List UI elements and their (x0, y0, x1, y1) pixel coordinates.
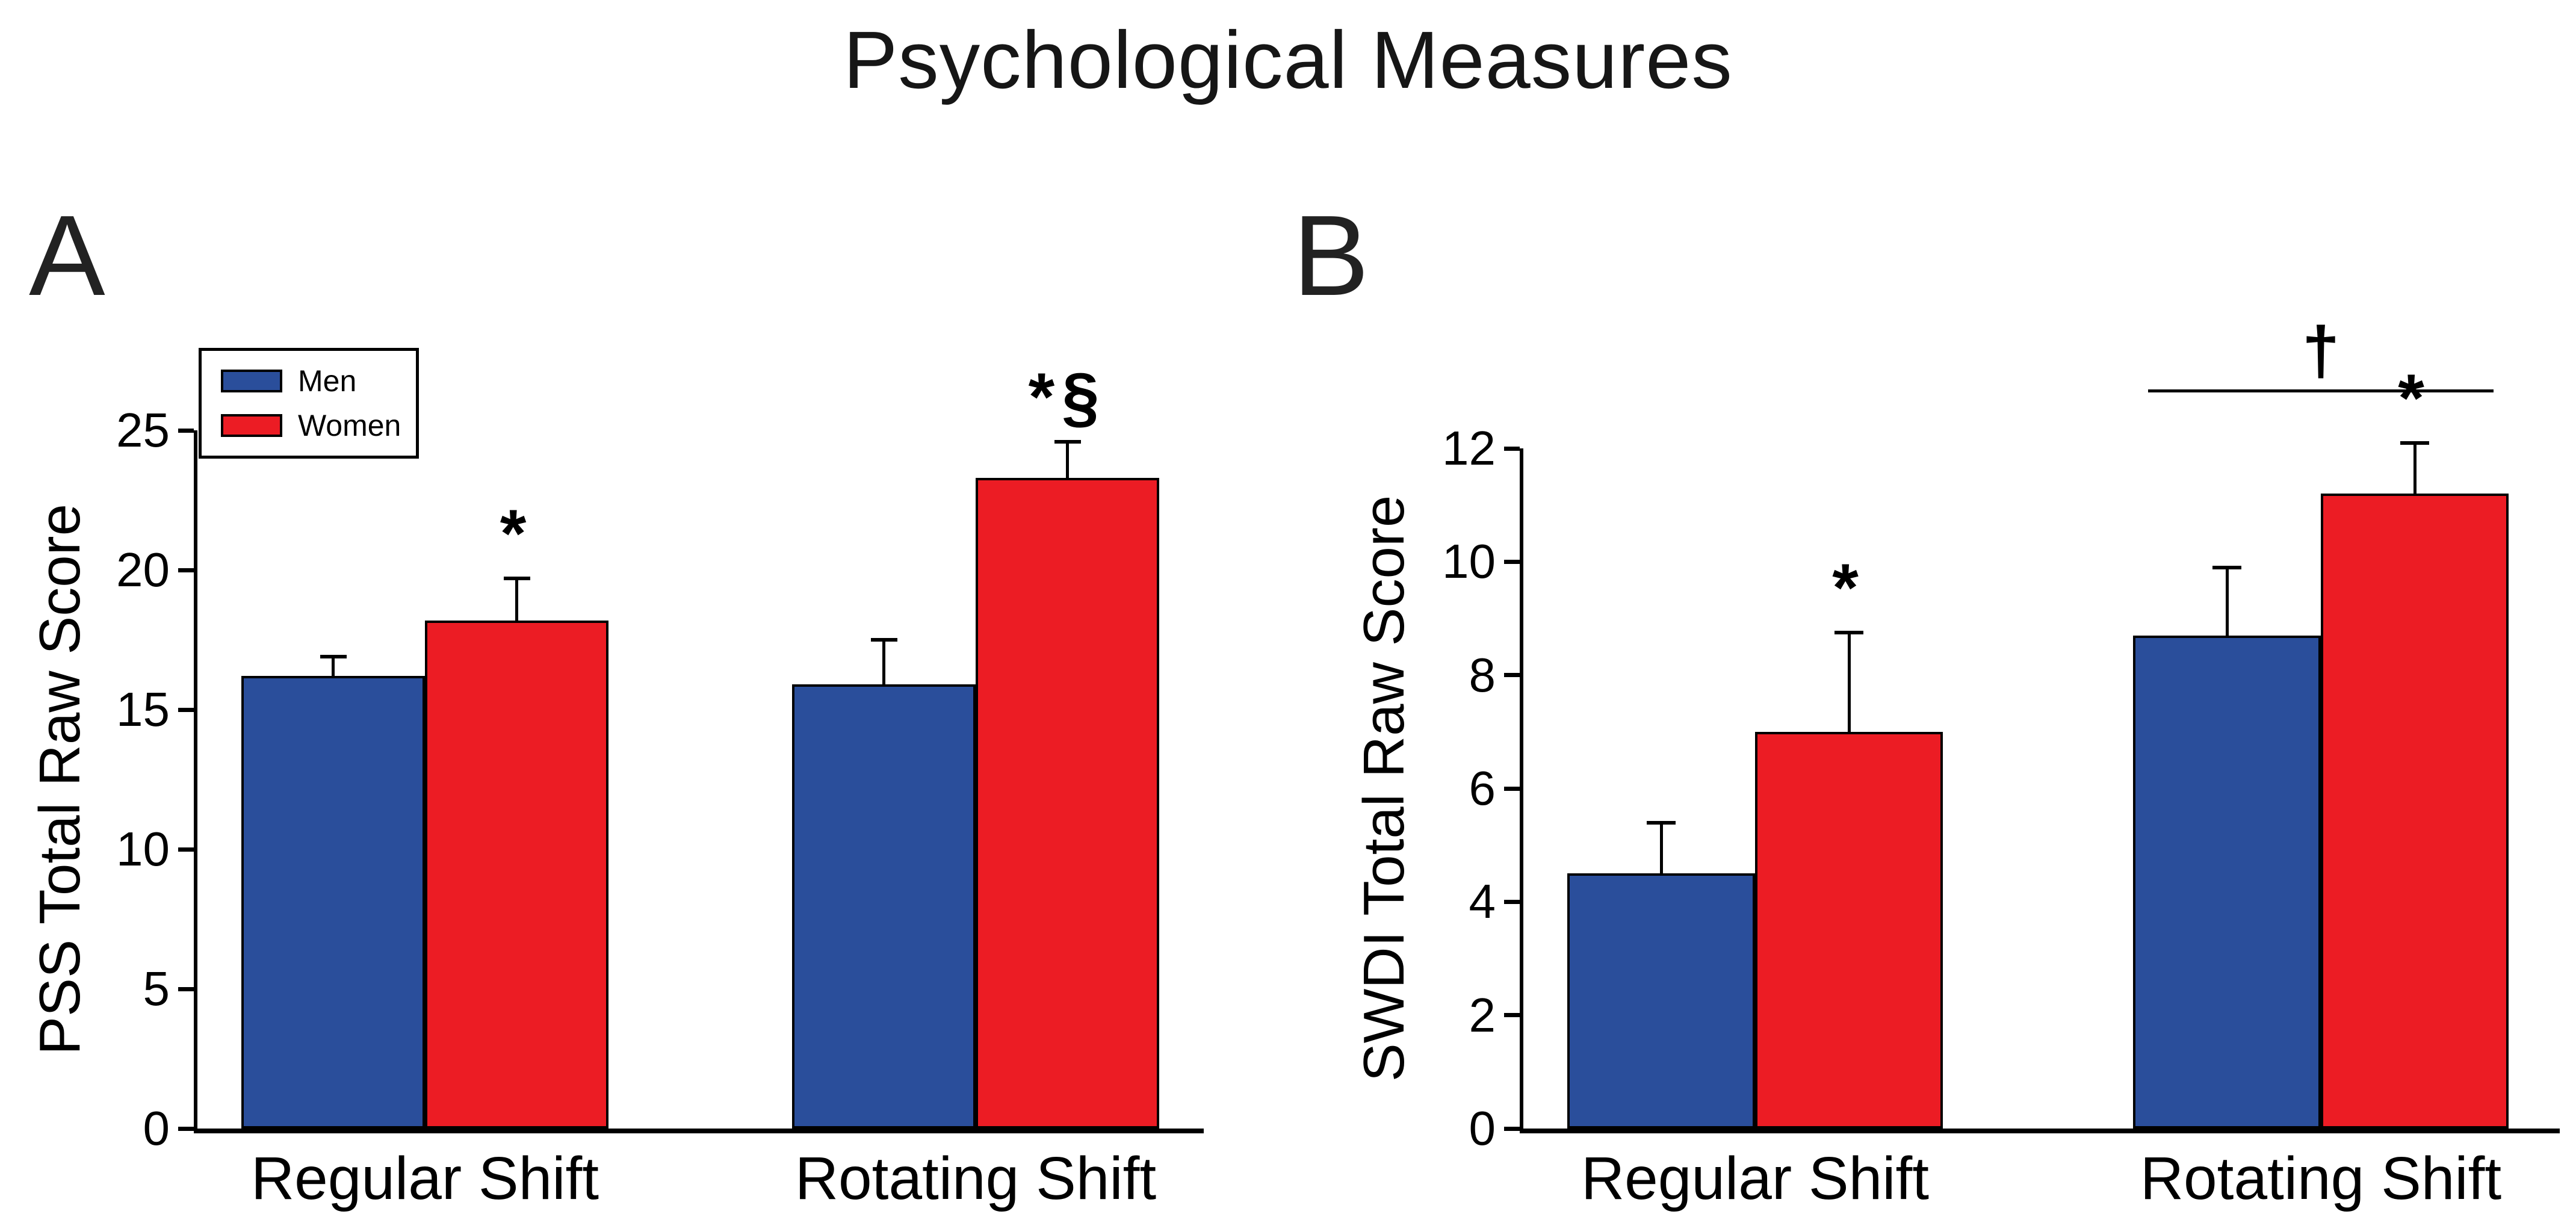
bar-women-regular-shift-panel-b (1755, 731, 1943, 1129)
panel-b-error-cap-men-0 (1647, 820, 1676, 825)
panel-a-error-stem-men-1 (882, 640, 885, 685)
panel-a-y-tick-label-10: 10 (116, 822, 170, 876)
panel-b-y-tick-label-6: 6 (1469, 761, 1496, 815)
bar-men-rotating-shift-panel-a (792, 684, 976, 1129)
panel-b-y-tick-label-8: 8 (1469, 648, 1496, 702)
panel-b-y-tick-label-2: 2 (1469, 988, 1496, 1042)
panel-b-x-axis (1520, 1129, 2560, 1133)
panel-a-y-axis (194, 430, 197, 1133)
panel-b-y-tick-2 (1504, 1013, 1520, 1018)
panel-b-error-stem-women-0 (1847, 633, 1851, 732)
panel-b-error-cap-men-1 (2212, 565, 2241, 569)
bar-women-regular-shift-panel-a (425, 620, 608, 1129)
panel-b-error-stem-men-0 (1659, 822, 1663, 874)
panel-b-y-tick-12 (1504, 446, 1520, 451)
legend-row-men: Men (221, 364, 416, 398)
panel-b-y-tick-10 (1504, 559, 1520, 564)
panel-b-y-tick-label-10: 10 (1442, 534, 1496, 589)
legend-row-women: Women (221, 408, 416, 443)
panel-b-bracket-symbol: † (2302, 313, 2340, 388)
figure-title: Psychological Measures (843, 14, 1733, 105)
panel-a-y-tick-label-0: 0 (143, 1101, 170, 1155)
panel-a-y-tick-15 (178, 707, 194, 712)
panel-b-category-label-rotating-shift: Rotating Shift (2140, 1145, 2502, 1212)
panel-b-error-stem-women-1 (2413, 442, 2417, 494)
men-color-swatch (221, 370, 282, 392)
bar-women-rotating-shift-panel-b (2321, 494, 2509, 1129)
panel-b-significance-1: * (2398, 360, 2432, 436)
panel-b-significance-0: * (1832, 550, 1866, 626)
panel-b-y-tick-label-12: 12 (1442, 421, 1496, 475)
panel-a-category-label-rotating-shift: Rotating Shift (794, 1145, 1157, 1212)
panel-b-y-axis (1520, 448, 1523, 1133)
panel-a-y-tick-10 (178, 847, 194, 852)
panel-b-category-label-regular-shift: Regular Shift (1581, 1145, 1930, 1212)
panel-b-bracket-line (2148, 389, 2494, 392)
bar-men-regular-shift-panel-b (1567, 873, 1755, 1129)
legend-box: Men Women (199, 348, 419, 459)
panel-label-a: A (29, 192, 105, 320)
panel-a-y-tick-5 (178, 986, 194, 991)
panel-a-error-stem-women-0 (515, 578, 518, 621)
panel-a-error-cap-women-0 (503, 576, 530, 580)
legend-label-men: Men (298, 364, 357, 398)
panel-b-y-tick-4 (1504, 899, 1520, 904)
panel-b-error-stem-men-1 (2225, 567, 2229, 636)
panel-b-y-tick-label-0: 0 (1469, 1101, 1496, 1155)
panel-b-error-cap-women-0 (1834, 631, 1863, 635)
panel-b-y-tick-6 (1504, 786, 1520, 791)
panel-b-y-tick-label-4: 4 (1469, 875, 1496, 929)
panel-a-error-cap-men-1 (870, 638, 897, 642)
panel-a-y-tick-25 (178, 428, 194, 433)
panel-b-y-tick-0 (1504, 1126, 1520, 1131)
panel-a-error-cap-men-0 (320, 654, 347, 658)
bar-men-rotating-shift-panel-b (2133, 635, 2321, 1129)
bar-men-regular-shift-panel-a (241, 676, 425, 1129)
panel-a-category-label-regular-shift: Regular Shift (250, 1145, 599, 1212)
panel-b-y-tick-8 (1504, 673, 1520, 678)
bar-women-rotating-shift-panel-a (976, 477, 1159, 1129)
panel-a-error-stem-men-0 (332, 656, 335, 677)
panel-a-significance-1: *§ (1028, 359, 1107, 435)
panel-a-x-axis (194, 1129, 1204, 1133)
legend-label-women: Women (298, 409, 401, 442)
panel-a-y-tick-label-20: 20 (116, 543, 170, 596)
panel-a-y-tick-label-15: 15 (116, 683, 170, 736)
panel-a-y-tick-0 (178, 1126, 194, 1131)
panel-b-error-cap-women-1 (2400, 441, 2429, 445)
panel-a-significance-0: * (500, 495, 534, 571)
women-color-swatch (221, 414, 282, 437)
panel-label-b: B (1293, 192, 1369, 320)
panel-a-y-tick-label-25: 25 (116, 403, 170, 457)
panel-a-y-tick-label-5: 5 (143, 962, 170, 1015)
panel-a-error-stem-women-1 (1066, 441, 1069, 478)
panel-a-y-tick-20 (178, 568, 194, 572)
panel-a-error-cap-women-1 (1054, 439, 1081, 444)
